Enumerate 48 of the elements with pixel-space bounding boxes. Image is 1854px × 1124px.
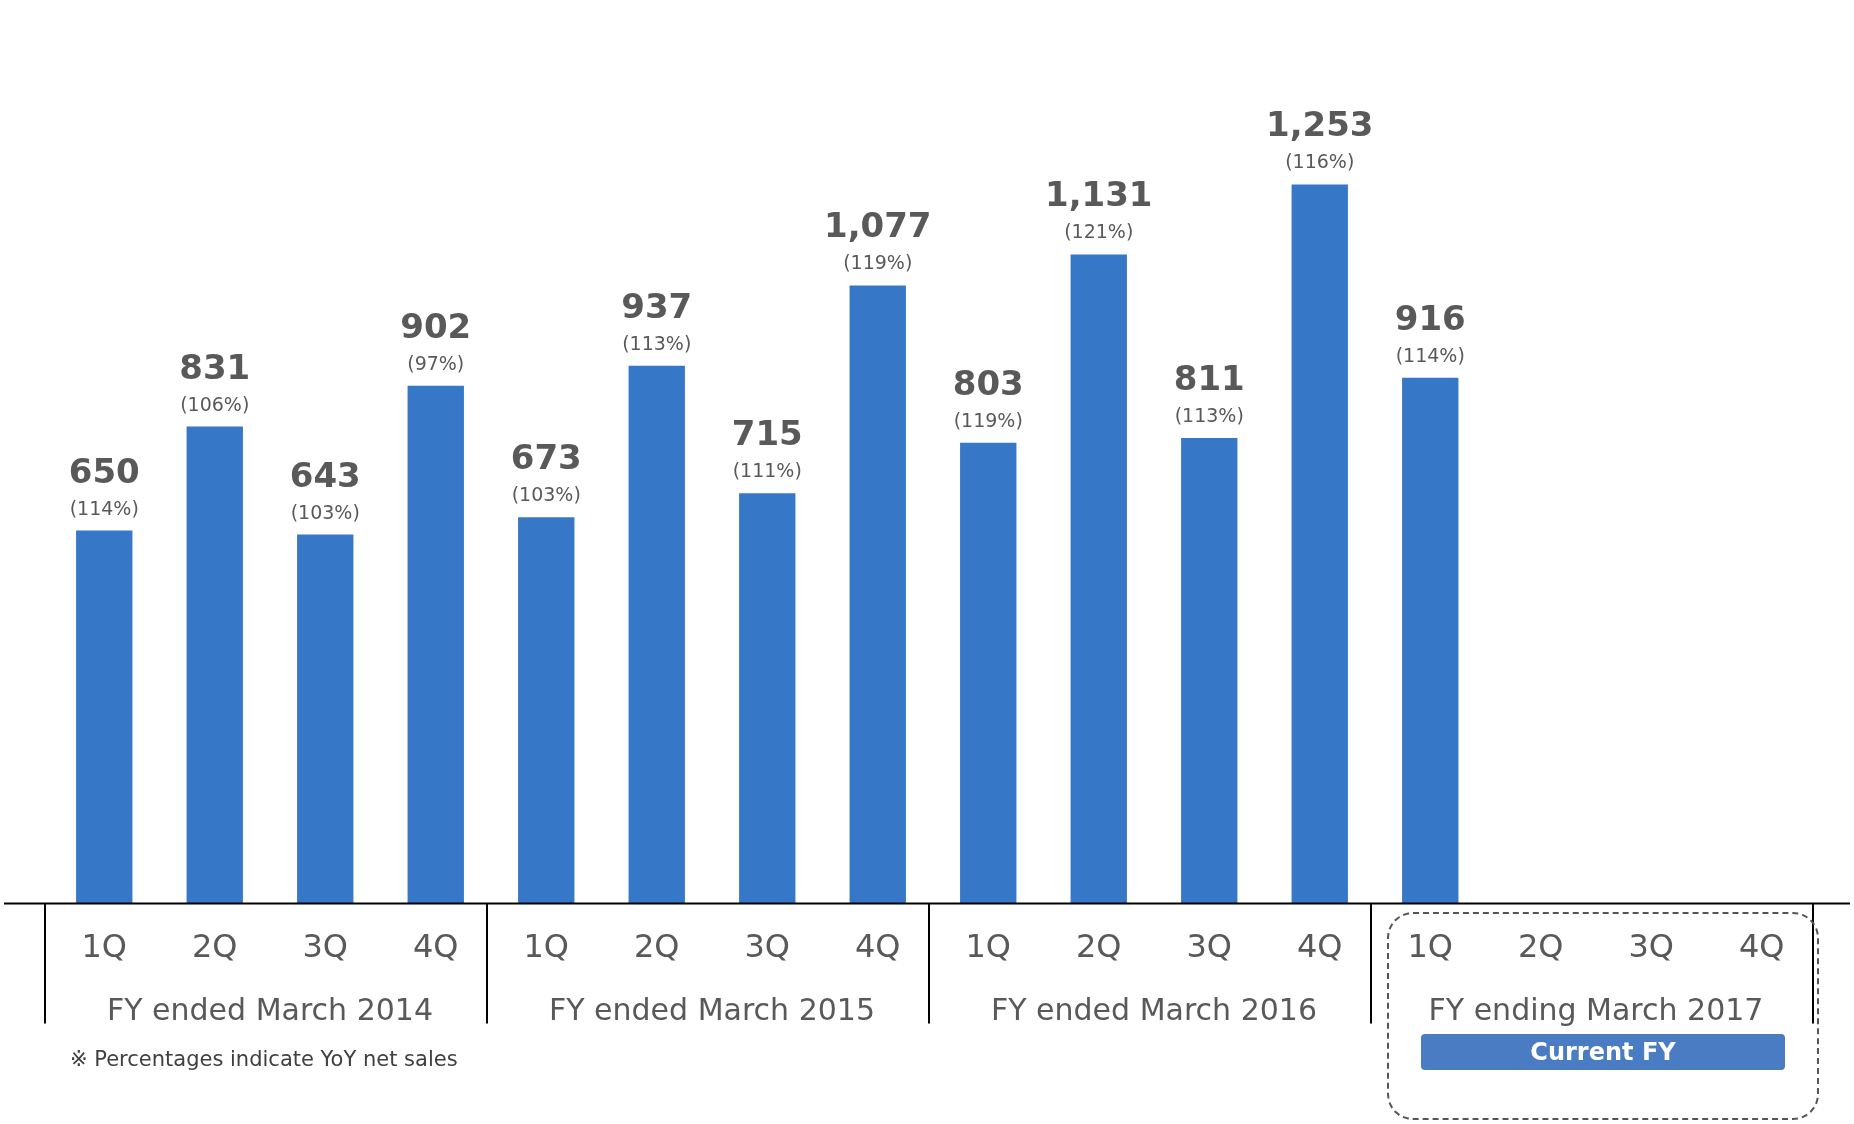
x-tick-label: 3Q [1628, 927, 1675, 966]
data-label: 1,253 (116%) [1265, 104, 1374, 173]
x-tick-label: 4Q [1738, 927, 1785, 966]
x-tick-label: 4Q [412, 927, 459, 966]
bar [186, 426, 243, 904]
data-label: 902 (97%) [400, 305, 472, 374]
bar [739, 493, 796, 904]
x-tick-label: 1Q [81, 927, 128, 966]
data-label: 916 (114%) [1394, 297, 1466, 366]
x-tick-label: 2Q [191, 927, 238, 966]
data-label: 715 (111%) [731, 413, 803, 482]
x-tick-label: 3Q [744, 927, 791, 966]
text: FY ended March 2016 [990, 991, 1318, 1027]
text: ※ Percentages indicate YoY net sales [70, 1046, 458, 1071]
x-tick-label: 1Q [965, 927, 1012, 966]
x-tick-label: 4Q [854, 927, 901, 966]
text: FY ended March 2014 [106, 991, 434, 1027]
bar [849, 285, 906, 904]
data-label: 650 (114%) [68, 450, 140, 519]
bar [1070, 254, 1127, 904]
bar [76, 530, 133, 904]
data-label: 937 (113%) [621, 285, 693, 354]
data-label: 1,077 (119%) [823, 205, 932, 274]
x-tick-label: 4Q [1296, 927, 1343, 966]
text: FY ending March 2017 [1428, 991, 1764, 1027]
x-tick-label: 1Q [523, 927, 570, 966]
data-label: 831 (106%) [179, 346, 251, 415]
text: Current FY [1421, 1033, 1785, 1070]
x-tick-label: 2Q [633, 927, 680, 966]
data-label: 811 (113%) [1173, 358, 1245, 427]
data-label: 803 (119%) [952, 362, 1024, 431]
bar [407, 385, 464, 904]
bar [297, 534, 354, 904]
data-label: 643 (103%) [289, 454, 361, 523]
text: FY ended March 2015 [548, 991, 876, 1027]
x-tick-label: 2Q [1517, 927, 1564, 966]
data-label: 673 (103%) [510, 437, 582, 506]
x-tick-label: 3Q [302, 927, 349, 966]
bar [518, 517, 575, 904]
bar [960, 442, 1017, 904]
x-tick-label: 2Q [1075, 927, 1122, 966]
x-tick-label: 1Q [1407, 927, 1454, 966]
bar [1181, 438, 1238, 904]
x-tick-label: 3Q [1186, 927, 1233, 966]
bar [1402, 377, 1459, 904]
data-label: 1,131 (121%) [1044, 174, 1153, 243]
bar [628, 365, 685, 904]
bar [1291, 184, 1348, 904]
